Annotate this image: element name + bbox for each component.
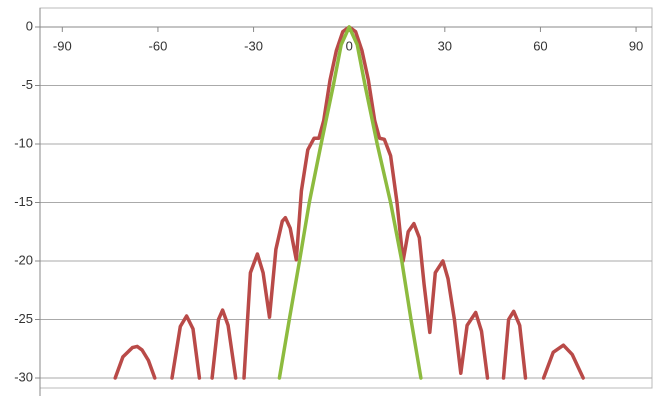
y-tick-label: -20 bbox=[14, 252, 33, 267]
series-line bbox=[277, 25, 423, 380]
x-tick-label: 0 bbox=[346, 38, 353, 53]
y-tick-label: 0 bbox=[26, 18, 33, 33]
plot-frame bbox=[39, 7, 653, 389]
x-tick-label: 30 bbox=[438, 38, 452, 53]
x-tick-label: -30 bbox=[244, 38, 263, 53]
x-tick-label: -60 bbox=[149, 38, 168, 53]
series-line bbox=[113, 25, 585, 380]
x-tick-label: 60 bbox=[533, 38, 547, 53]
y-tick-label: -30 bbox=[14, 369, 33, 384]
y-tick-label: -10 bbox=[14, 135, 33, 150]
y-tick-label: -5 bbox=[21, 77, 33, 92]
y-tick-label: -15 bbox=[14, 194, 33, 209]
x-tick-label: -90 bbox=[53, 38, 72, 53]
y-tick-label: -25 bbox=[14, 311, 33, 326]
x-tick-label: 90 bbox=[629, 38, 643, 53]
